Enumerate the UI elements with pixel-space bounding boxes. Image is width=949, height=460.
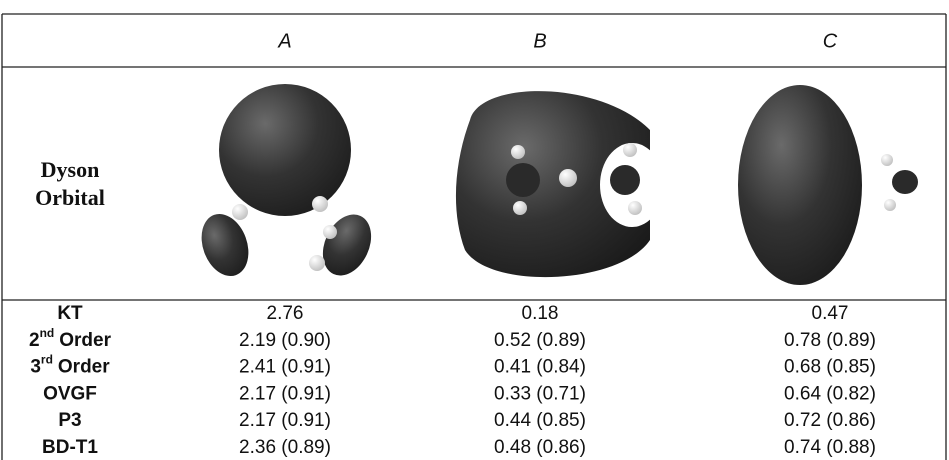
label-superscript: nd <box>40 326 55 340</box>
cell-value: 2.36 (0.89) <box>239 437 331 458</box>
row-label: 3rd Order <box>30 353 110 378</box>
cell-value: 2.17 (0.91) <box>239 410 331 431</box>
label-number: 3 <box>30 357 41 378</box>
label-text: BD-T1 <box>42 437 98 458</box>
cell-value: 0.68 (0.85) <box>784 357 876 378</box>
column-header: B <box>533 30 546 52</box>
orbital-c <box>738 85 918 285</box>
cell-value: 0.64 (0.82) <box>784 383 876 404</box>
orbital-b <box>456 91 664 277</box>
row-label: 2nd Order <box>29 326 112 351</box>
label-text: OVGF <box>43 383 97 404</box>
label-text: P3 <box>58 410 81 431</box>
cell-value: 0.47 <box>812 303 849 324</box>
row-label: KT <box>57 303 83 324</box>
cell-value: 0.72 (0.86) <box>784 410 876 431</box>
cell-value: 0.18 <box>522 303 559 324</box>
column-header: A <box>277 30 291 52</box>
label-text: Order <box>58 357 110 378</box>
cell-value: 0.41 (0.84) <box>494 357 586 378</box>
cell-value: 2.17 (0.91) <box>239 383 331 404</box>
column-header: C <box>823 30 838 52</box>
row-label: Dyson <box>41 157 100 182</box>
orbital-a <box>193 84 380 283</box>
row-label: BD-T1 <box>42 437 98 458</box>
row-label: Orbital <box>35 185 105 210</box>
label-text: KT <box>57 303 83 324</box>
cell-value: 0.48 (0.86) <box>494 437 586 458</box>
cell-value: 0.33 (0.71) <box>494 383 586 404</box>
cell-value: 2.41 (0.91) <box>239 357 331 378</box>
label-number: 2 <box>29 330 40 351</box>
cell-value: 0.44 (0.85) <box>494 410 586 431</box>
row-label: OVGF <box>43 383 97 404</box>
cell-value: 2.76 <box>267 303 304 324</box>
cell-value: 2.19 (0.90) <box>239 330 331 351</box>
cell-value: 0.78 (0.89) <box>784 330 876 351</box>
table: A B C Dyson Orbital KT 2.76 0.18 0.47 2nd Order 2.1… <box>0 0 949 460</box>
label-superscript: rd <box>41 353 53 367</box>
cell-value: 0.52 (0.89) <box>494 330 586 351</box>
label-text: Order <box>59 330 111 351</box>
row-label: P3 <box>58 410 81 431</box>
cell-value: 0.74 (0.88) <box>784 437 876 458</box>
